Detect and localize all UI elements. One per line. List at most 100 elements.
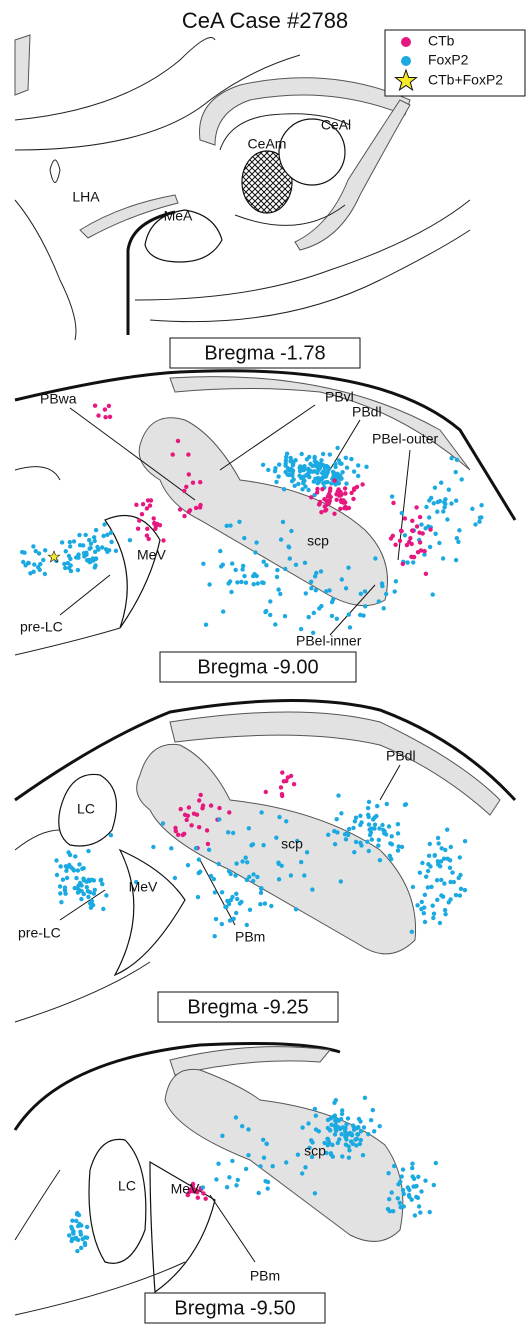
cell-dot xyxy=(443,848,447,852)
cell-dot xyxy=(213,934,217,938)
cell-dot xyxy=(197,798,201,802)
cell-dot xyxy=(310,470,314,474)
cell-dot xyxy=(256,581,260,585)
cell-dot xyxy=(405,560,409,564)
cell-dot xyxy=(63,566,67,570)
cell-dot xyxy=(181,833,185,837)
cell-dot xyxy=(216,1162,220,1166)
cell-dot xyxy=(428,864,432,868)
cell-dot xyxy=(158,523,162,527)
cell-dot xyxy=(406,1185,410,1189)
cell-dot xyxy=(326,1143,330,1147)
cell-dot xyxy=(43,548,47,552)
cell-dot xyxy=(245,860,249,864)
cell-dot xyxy=(419,1189,423,1193)
cell-dot xyxy=(103,407,107,411)
cell-dot xyxy=(299,627,303,631)
cell-dot xyxy=(452,880,456,884)
cell-dot xyxy=(373,823,377,827)
cell-dot xyxy=(173,876,177,880)
cell-dot xyxy=(477,520,481,524)
cell-dot xyxy=(326,494,330,498)
cell-dot xyxy=(253,550,257,554)
cell-dot xyxy=(329,1116,333,1120)
cell-dot xyxy=(84,551,88,555)
cell-dot xyxy=(405,543,409,547)
cell-dot xyxy=(369,826,373,830)
cell-dot xyxy=(152,521,156,525)
cell-dot xyxy=(424,875,428,879)
cell-dot xyxy=(328,452,332,456)
cell-dot xyxy=(73,854,77,858)
cell-dot xyxy=(325,471,329,475)
cell-dot xyxy=(427,498,431,502)
cell-dot xyxy=(335,1117,339,1121)
cell-dot xyxy=(399,529,403,533)
cell-dot xyxy=(201,1191,205,1195)
cell-dot xyxy=(239,580,243,584)
cell-dot xyxy=(390,834,394,838)
cell-dot xyxy=(433,486,437,490)
cell-dot xyxy=(396,1196,400,1200)
cell-dot xyxy=(366,1132,370,1136)
cell-dot xyxy=(275,568,279,572)
cell-dot xyxy=(220,1134,224,1138)
cell-dot xyxy=(479,503,483,507)
cell-dot xyxy=(400,511,404,515)
cell-dot xyxy=(276,587,280,591)
cell-dot xyxy=(309,495,313,499)
cell-dot xyxy=(403,533,407,537)
cell-dot xyxy=(420,900,424,904)
cell-dot xyxy=(443,497,447,501)
cell-dot xyxy=(230,1159,234,1163)
region-label: LC xyxy=(77,801,95,817)
cell-dot xyxy=(347,827,351,831)
cell-dot xyxy=(418,1210,422,1214)
cell-dot xyxy=(345,466,349,470)
cell-dot xyxy=(445,828,449,832)
cell-dot xyxy=(459,887,463,891)
cell-dot xyxy=(204,1197,208,1201)
cell-dot xyxy=(201,803,205,807)
cell-dot xyxy=(393,543,397,547)
cell-dot xyxy=(312,479,316,483)
cell-dot xyxy=(306,1121,310,1125)
cell-dot xyxy=(59,900,63,904)
cell-dot xyxy=(355,1132,359,1136)
cell-dot xyxy=(128,538,132,542)
cell-dot xyxy=(445,517,449,521)
cell-dot xyxy=(176,833,180,837)
cell-dot xyxy=(319,604,323,608)
cell-dot xyxy=(380,584,384,588)
cell-dot xyxy=(442,881,446,885)
cell-dot xyxy=(221,609,225,613)
cell-dot xyxy=(454,893,458,897)
cell-dot xyxy=(407,1193,411,1197)
cell-dot xyxy=(300,1125,304,1129)
cell-dot xyxy=(79,1232,83,1236)
cell-dot xyxy=(88,890,92,894)
cell-dot xyxy=(242,574,246,578)
cell-dot xyxy=(217,806,221,810)
cell-dot xyxy=(68,544,72,548)
cell-dot xyxy=(322,497,326,501)
cell-dot xyxy=(69,563,73,567)
cell-dot xyxy=(337,458,341,462)
cell-dot xyxy=(359,1138,363,1142)
cell-dot xyxy=(437,541,441,545)
cell-dot xyxy=(435,510,439,514)
cell-dot xyxy=(60,540,64,544)
cell-dot xyxy=(460,477,464,481)
cell-dot xyxy=(95,545,99,549)
cell-dot xyxy=(339,879,343,883)
cell-dot xyxy=(321,463,325,467)
cell-dot xyxy=(317,479,321,483)
cell-dot xyxy=(59,864,63,868)
cell-dot xyxy=(435,878,439,882)
cell-dot xyxy=(229,898,233,902)
cell-dot xyxy=(280,770,284,774)
cell-dot xyxy=(43,572,47,576)
cell-dot xyxy=(234,892,238,896)
cell-dot xyxy=(238,901,242,905)
cell-dot xyxy=(137,518,141,522)
